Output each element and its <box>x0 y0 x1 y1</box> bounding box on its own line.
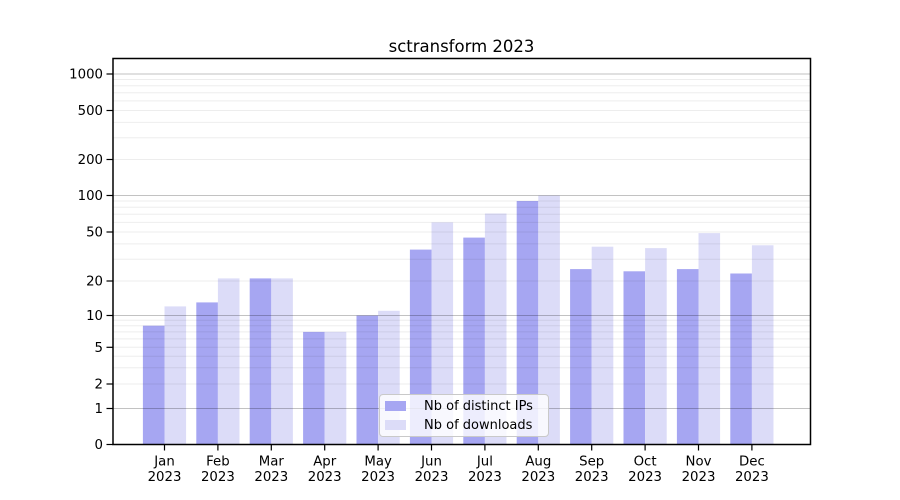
bar-downloads-Feb <box>217 278 240 445</box>
x-tick-label-year-Sep: 2023 <box>575 470 609 485</box>
x-tick-label-year-Jun: 2023 <box>415 470 449 485</box>
bar-downloads-Dec <box>751 245 774 445</box>
bar-ips-Feb <box>196 302 218 445</box>
bar-ips-Jul <box>463 237 485 445</box>
bar-ips-Oct <box>623 271 646 445</box>
bar-downloads-Mar <box>271 278 293 445</box>
bar-ips-Jan <box>142 325 165 445</box>
bar-ips-Aug <box>516 201 539 445</box>
y-tick-label-50: 50 <box>86 226 103 241</box>
bar-downloads-Oct <box>645 248 667 445</box>
x-tick-label-month-Jan: Jan <box>153 455 175 470</box>
x-tick-label-year-Dec: 2023 <box>735 470 769 485</box>
bar-ips-Dec <box>730 273 752 445</box>
bar-ips-Apr <box>303 331 325 445</box>
y-tick-label-5: 5 <box>95 341 103 356</box>
y-tick-label-1000: 1000 <box>69 68 103 83</box>
x-tick-label-month-May: May <box>364 455 392 470</box>
chart-title: sctransform 2023 <box>388 37 535 56</box>
x-tick-label-month-Jun: Jun <box>420 455 442 470</box>
bar-downloads-Jun <box>431 222 454 445</box>
x-tick-label-month-Jul: Jul <box>476 455 493 470</box>
bar-downloads-Sep <box>591 246 614 445</box>
legend-label-downloads: Nb of downloads <box>424 417 533 433</box>
bar-downloads-Apr <box>324 331 347 445</box>
x-tick-label-year-Jul: 2023 <box>468 470 502 485</box>
legend-swatch-downloads <box>385 420 406 430</box>
legend-swatch-distinct-ips <box>385 401 406 411</box>
x-tick-label-month-Oct: Oct <box>634 455 657 470</box>
bar-ips-Nov <box>676 269 699 445</box>
bar-downloads-Aug <box>538 195 560 445</box>
plot-border <box>112 57 812 446</box>
bar-ips-May <box>356 315 379 445</box>
x-tick-label-year-Jan: 2023 <box>148 470 182 485</box>
legend-item-downloads: Nb of downloads <box>385 416 548 435</box>
legend: Nb of distinct IPs Nb of downloads <box>379 394 549 437</box>
x-tick-label-year-Aug: 2023 <box>521 470 555 485</box>
y-tick-label-1: 1 <box>95 402 103 417</box>
x-tick-label-month-Sep: Sep <box>579 455 604 470</box>
y-tick-label-500: 500 <box>78 104 103 119</box>
legend-item-distinct-ips: Nb of distinct IPs <box>385 397 548 416</box>
x-tick-label-month-Aug: Aug <box>525 455 551 470</box>
y-tick-label-10: 10 <box>86 309 103 324</box>
x-tick-label-month-Feb: Feb <box>206 455 230 470</box>
y-tick-label-200: 200 <box>78 153 103 168</box>
bar-downloads-Jan <box>164 306 187 445</box>
bar-downloads-Jul <box>484 213 507 445</box>
bar-ips-Sep <box>570 269 592 445</box>
y-tick-label-100: 100 <box>78 189 103 204</box>
y-tick-label-2: 2 <box>95 378 103 393</box>
legend-label-distinct-ips: Nb of distinct IPs <box>424 398 533 414</box>
y-tick-label-0: 0 <box>95 438 103 453</box>
x-tick-label-month-Nov: Nov <box>686 455 712 470</box>
bar-ips-Mar <box>249 278 272 445</box>
x-tick-label-year-Oct: 2023 <box>628 470 662 485</box>
bar-downloads-Nov <box>698 233 721 445</box>
x-tick-label-month-Dec: Dec <box>739 455 765 470</box>
x-tick-label-month-Mar: Mar <box>259 455 285 470</box>
x-tick-label-year-May: 2023 <box>361 470 395 485</box>
x-tick-label-year-Feb: 2023 <box>201 470 235 485</box>
x-tick-label-year-Nov: 2023 <box>682 470 716 485</box>
x-tick-label-month-Apr: Apr <box>313 455 337 470</box>
x-tick-label-year-Mar: 2023 <box>254 470 288 485</box>
y-tick-label-20: 20 <box>86 275 103 290</box>
x-tick-label-year-Apr: 2023 <box>308 470 342 485</box>
